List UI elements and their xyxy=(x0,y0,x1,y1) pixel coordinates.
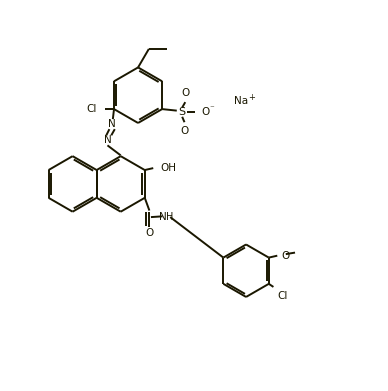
Text: N: N xyxy=(108,119,116,129)
Text: S: S xyxy=(178,107,186,117)
Text: N: N xyxy=(159,212,167,222)
Text: ⁻: ⁻ xyxy=(209,104,214,113)
Text: N: N xyxy=(104,135,111,145)
Text: O: O xyxy=(282,251,290,261)
Text: +: + xyxy=(249,93,255,102)
Text: Cl: Cl xyxy=(277,291,288,301)
Text: O: O xyxy=(181,88,189,98)
Text: Na: Na xyxy=(234,96,248,106)
Text: Cl: Cl xyxy=(87,104,97,114)
Text: O: O xyxy=(180,126,189,136)
Text: OH: OH xyxy=(160,163,176,173)
Text: O: O xyxy=(145,228,154,237)
Text: O: O xyxy=(201,107,210,117)
Text: H: H xyxy=(166,212,174,222)
